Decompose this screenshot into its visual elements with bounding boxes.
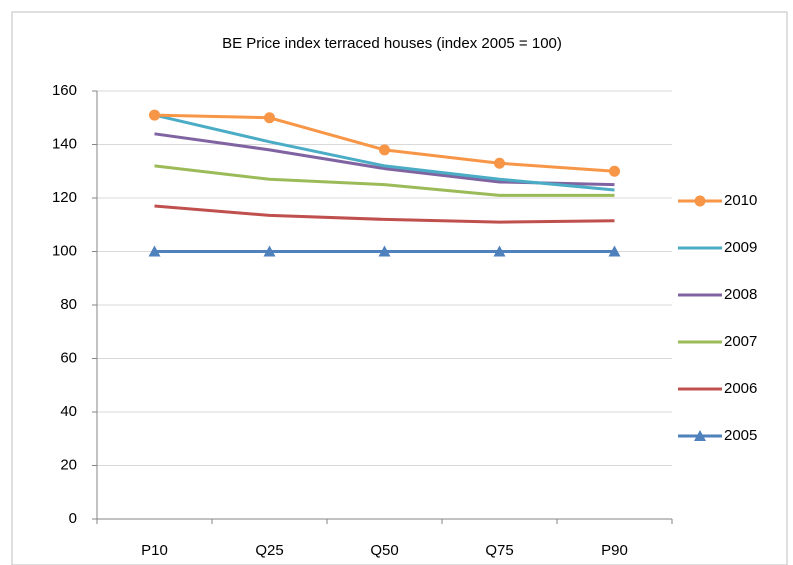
data-point [148, 245, 161, 257]
data-point [493, 245, 506, 257]
y-tick-label: 160 [52, 82, 77, 99]
data-point [379, 144, 390, 156]
y-tick-label: 40 [60, 403, 77, 420]
point [694, 430, 706, 441]
legend-label: 2009 [724, 239, 757, 256]
data-point [378, 245, 391, 257]
x-tick-label: Q50 [370, 542, 398, 559]
series-line [154, 113, 615, 192]
y-tick-label: 140 [52, 135, 77, 152]
y-tick-label: 120 [52, 189, 77, 206]
series-line [154, 204, 615, 224]
x-tick-label: P10 [141, 542, 168, 559]
data-point [264, 112, 275, 124]
legend-label: 2006 [724, 380, 757, 397]
y-tick-label: 100 [52, 242, 77, 259]
legend-label: 2007 [724, 333, 757, 350]
point [694, 195, 706, 207]
series-line [154, 164, 615, 197]
y-tick-label: 80 [60, 296, 77, 313]
y-tick-label: 20 [60, 456, 77, 473]
data-point [609, 165, 620, 177]
chart-title: BE Price index terraced houses (index 20… [222, 35, 562, 52]
x-tick-label: Q25 [255, 542, 283, 559]
data-point [608, 245, 621, 257]
y-tick-label: 60 [60, 349, 77, 366]
x-tick-label: Q75 [485, 542, 513, 559]
x-tick-label: P90 [601, 542, 628, 559]
legend-label: 2010 [724, 192, 757, 209]
legend-label: 2008 [724, 286, 757, 303]
y-tick-label: 0 [69, 510, 77, 527]
data-point [149, 109, 160, 121]
data-point [494, 157, 505, 169]
legend-label: 2005 [724, 427, 757, 444]
chart-frame [11, 11, 788, 565]
data-point [263, 245, 276, 257]
